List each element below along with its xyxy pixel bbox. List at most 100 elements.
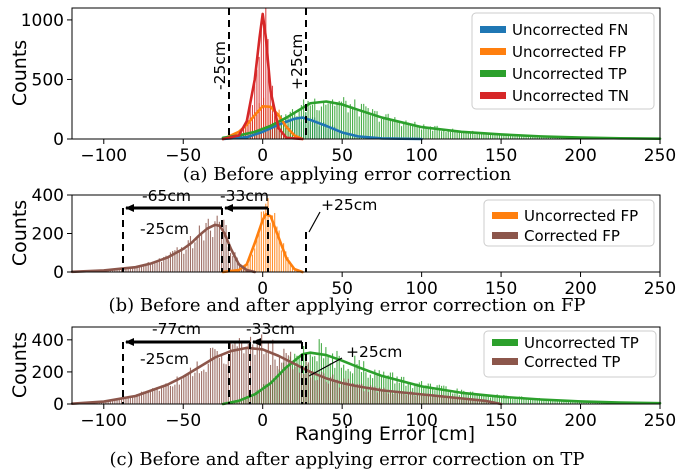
panel-c-bar — [196, 361, 198, 404]
panel-c-bar — [216, 351, 218, 404]
panel-b-xticks: 0 50 100 150 200 250 — [257, 272, 676, 299]
panel-c-bar — [445, 398, 447, 404]
panel-b-bar — [158, 258, 160, 272]
panel-a-bar — [445, 132, 447, 139]
panel-c-bar — [314, 380, 316, 404]
panel-c-bar — [378, 370, 380, 404]
panel-c-bar — [223, 363, 225, 404]
panel-c-bar — [372, 386, 374, 404]
panel-a-xtick-label: 150 — [485, 146, 517, 166]
panel-c-bar — [325, 347, 327, 404]
panel-a-bar — [356, 110, 358, 139]
panel-a-bar — [420, 129, 423, 139]
panel-a-bar — [461, 131, 463, 139]
panel-c-xtick-label: 50 — [331, 411, 353, 431]
panel-c-bar — [272, 339, 274, 404]
panel-a-bar — [278, 128, 280, 139]
panel-a-legend-label-fp: Uncorrected FP — [512, 43, 626, 61]
panel-b-bar — [120, 268, 123, 272]
panel-a-ylabel: Counts — [9, 40, 31, 106]
panel-c-bar — [558, 400, 561, 404]
panel-c-bar — [376, 392, 378, 404]
panel-c-bar — [578, 401, 581, 404]
panel-b-bar — [185, 249, 187, 272]
panel-c-bar — [485, 395, 487, 404]
panel-c-bar — [487, 395, 489, 404]
panel-b-annotation-plus25: +25cm — [321, 196, 377, 214]
panel-c-ytick-label: 400 — [32, 331, 64, 351]
panel-c-bar — [307, 362, 309, 404]
panel-b-bar — [249, 256, 251, 272]
panel-a-bar — [425, 127, 427, 139]
panel-a-bar — [434, 125, 436, 139]
panel-b-bar — [196, 237, 198, 272]
panel-c-bar — [332, 374, 334, 404]
panel-b-bar — [192, 248, 194, 272]
panel-a-bar — [327, 103, 329, 139]
panel-c-bar — [556, 399, 558, 404]
panel-a-xticks: −100 −50 0 50 100 150 200 250 — [80, 139, 676, 166]
panel-a-ytick-label: 500 — [32, 70, 64, 90]
panel-a-legend-swatch-fp — [480, 48, 506, 55]
panel-a-xtick-label: −100 — [80, 146, 127, 166]
panel-c-ytick-label: 200 — [32, 363, 64, 383]
panel-c-annotation-minus77: -77cm — [152, 320, 201, 338]
panel-a-bar — [523, 135, 525, 139]
panel-c-arrow-plus25 — [308, 357, 343, 377]
panel-c-bar — [254, 354, 256, 404]
panel-a: -25cm +25cm 0 500 1000 −100 −50 0 50 100 150 200… — [9, 7, 676, 185]
panel-b-ylabel: Counts — [9, 200, 31, 266]
panel-c-bar — [296, 363, 298, 404]
panel-a-bar — [372, 109, 374, 139]
panel-c-bar — [338, 387, 341, 404]
panel-a-bar — [400, 126, 403, 139]
panel-b-xtick-label: 250 — [644, 279, 676, 299]
panel-c-bar — [314, 356, 316, 404]
panel-a-frame — [71, 7, 661, 140]
panel-c-bar — [112, 399, 114, 404]
panel-c-bar — [429, 383, 431, 404]
panel-c-ylabel: Counts — [9, 332, 31, 398]
panel-b-bar — [145, 265, 147, 272]
panel-c-bar — [441, 394, 443, 404]
panel-c-bar — [345, 381, 347, 404]
panel-b-bar — [112, 269, 114, 272]
panel-c-bar — [201, 371, 203, 404]
panel-a-bar — [271, 85, 274, 139]
panel-c-curve-0 — [221, 351, 662, 406]
panel-b-xtick-label: 200 — [564, 279, 596, 299]
panel-c-bar — [192, 376, 194, 404]
panel-c-bar — [132, 397, 134, 404]
panel-a-bar — [443, 129, 445, 139]
panel-c-bar — [436, 396, 438, 404]
panel-c-bar — [358, 360, 360, 404]
panel-c-bar — [430, 397, 432, 404]
panel-a-xtick-label: 200 — [564, 146, 596, 166]
panel-c-bar — [176, 376, 178, 404]
panel-b-arrow-plus25 — [308, 211, 321, 233]
panel-c-bar — [470, 399, 472, 404]
panel-a-annotation-plus25: +25cm — [288, 34, 306, 90]
panel-b-bar — [205, 222, 207, 272]
panel-c-bar — [472, 391, 474, 404]
panel-c-bar — [263, 354, 265, 404]
panel-b-xtick-label: 0 — [257, 279, 268, 299]
panel-b-bar — [109, 270, 111, 272]
panel-a-bar — [398, 121, 400, 139]
panel-c-curve-1 — [70, 346, 503, 406]
panel-a-bar — [449, 131, 452, 139]
panel-c-bar — [312, 371, 314, 404]
panel-b-bar — [129, 267, 131, 272]
panel-c-bar — [541, 399, 543, 404]
panel-c-bar — [118, 398, 120, 404]
panel-a-bar — [516, 134, 518, 139]
panel-a-bar — [412, 123, 414, 139]
panel-c-bar — [403, 376, 405, 404]
panel-a-bar — [345, 100, 347, 139]
panel-c-bar — [318, 375, 321, 404]
panel-c-bar — [310, 377, 312, 404]
panel-c-bar — [367, 377, 369, 404]
panel-c-xtick-label: 250 — [644, 411, 676, 431]
panel-c-bar — [390, 391, 392, 404]
